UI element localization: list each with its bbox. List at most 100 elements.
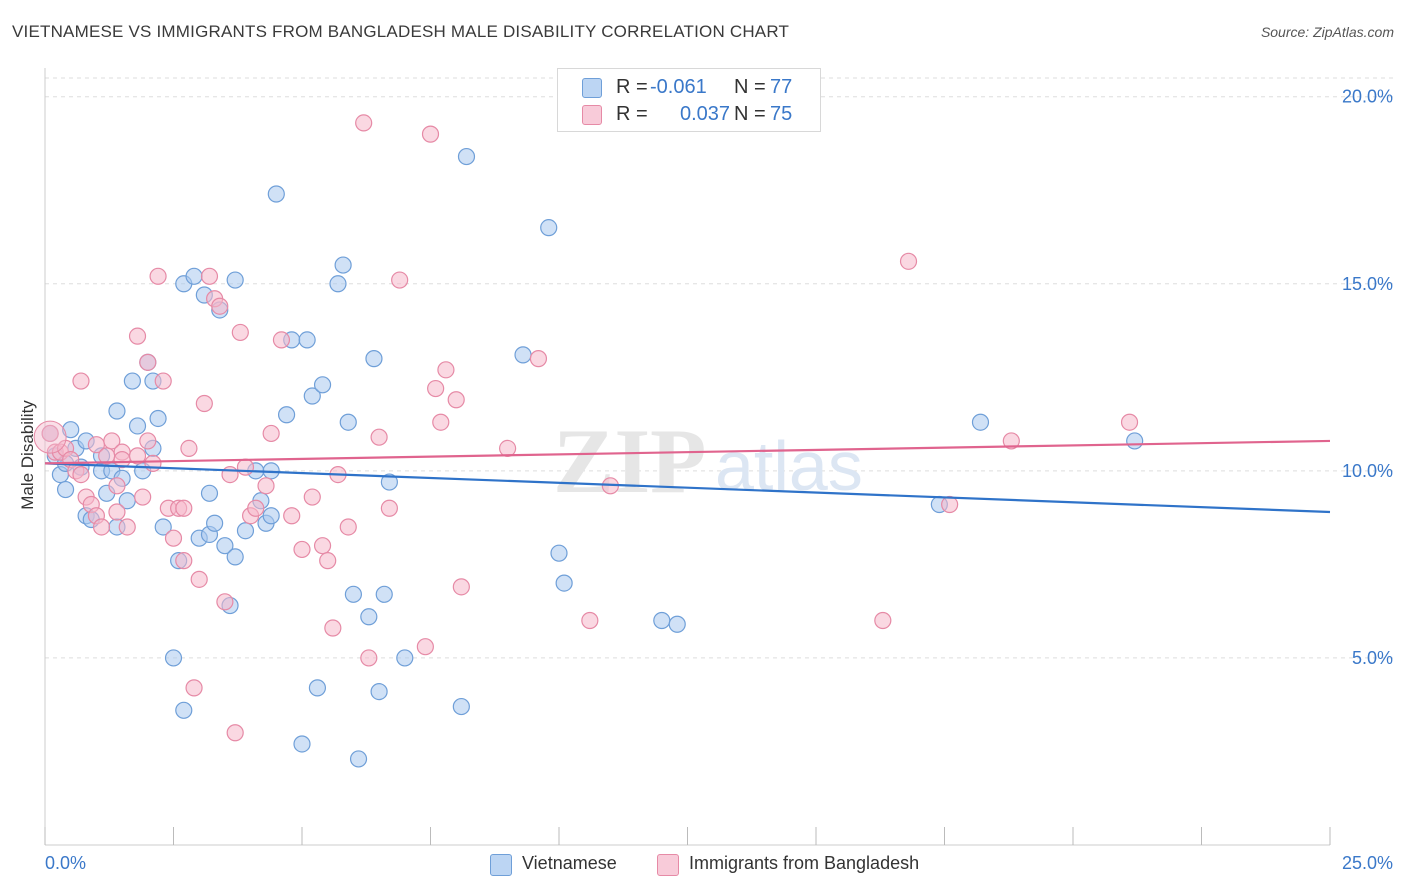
point-vietnamese <box>540 219 558 237</box>
point-bangladesh <box>391 271 409 289</box>
point-bangladesh <box>175 552 193 570</box>
point-vietnamese <box>226 271 244 289</box>
point-vietnamese <box>128 417 147 435</box>
y-tick-label: 20.0% <box>1342 87 1393 107</box>
point-vietnamese <box>154 518 172 536</box>
point-bangladesh <box>293 540 311 559</box>
point-vietnamese <box>457 147 476 166</box>
point-vietnamese <box>1126 432 1144 450</box>
legend-r-value: -0.061 <box>650 76 707 98</box>
point-vietnamese <box>313 376 332 394</box>
point-bangladesh <box>529 350 548 368</box>
point-bangladesh <box>899 252 918 270</box>
point-vietnamese <box>514 346 532 364</box>
point-vietnamese <box>308 679 327 697</box>
point-bangladesh <box>355 114 373 132</box>
point-bangladesh-cluster <box>33 420 67 454</box>
point-bangladesh <box>319 552 337 570</box>
point-bangladesh <box>380 499 398 517</box>
trend-layer <box>44 439 1331 514</box>
point-vietnamese <box>303 387 321 405</box>
point-bangladesh <box>139 432 157 450</box>
point-vietnamese <box>236 522 255 540</box>
point-vietnamese <box>56 480 75 499</box>
grid-layer <box>45 77 1395 659</box>
point-bangladesh <box>313 537 332 555</box>
point-vietnamese <box>339 413 357 431</box>
point-bangladesh <box>421 125 440 143</box>
legend-r-label: R = <box>616 103 648 125</box>
point-bangladesh <box>437 361 455 379</box>
point-vietnamese <box>206 514 224 532</box>
point-bangladesh <box>231 323 249 342</box>
point-bangladesh <box>499 439 517 458</box>
point-bangladesh <box>416 638 434 656</box>
point-bangladesh <box>128 327 147 345</box>
point-vietnamese <box>668 615 686 633</box>
point-vietnamese <box>216 537 234 555</box>
point-bangladesh <box>108 477 126 495</box>
point-vietnamese <box>360 608 378 626</box>
watermark: ZIP atlas <box>553 410 863 512</box>
x-tick-label: 25.0% <box>1342 853 1393 873</box>
point-bangladesh <box>211 297 229 315</box>
legend-swatch-bangladesh <box>582 105 602 125</box>
point-bangladesh <box>262 424 280 443</box>
point-bangladesh <box>139 353 157 371</box>
point-bangladesh <box>581 611 599 630</box>
point-bangladesh <box>180 439 198 458</box>
x-tick-label: 0.0% <box>45 853 86 873</box>
point-vietnamese <box>267 185 285 203</box>
point-vietnamese <box>971 413 990 431</box>
y-tick-label: 5.0% <box>1352 648 1393 668</box>
point-bangladesh <box>360 649 378 667</box>
point-bangladesh <box>72 465 90 484</box>
point-bangladesh <box>108 503 126 521</box>
point-bangladesh <box>149 267 167 285</box>
trendline-vietnamese <box>44 462 1331 514</box>
y-axis-label: Male Disability <box>18 400 37 510</box>
point-bangladesh <box>272 331 291 349</box>
point-bangladesh <box>941 495 959 514</box>
source-label: Source: ZipAtlas.com <box>1260 24 1394 40</box>
tick-labels: 5.0% 10.0% 15.0% 20.0% 0.0% 25.0% <box>45 87 1393 873</box>
point-bangladesh <box>134 488 152 506</box>
point-bangladesh <box>185 679 203 697</box>
point-vietnamese <box>396 649 414 667</box>
watermark-zip: ZIP <box>553 410 706 512</box>
point-vietnamese <box>175 701 193 719</box>
legend-r-label: R = <box>616 76 648 98</box>
point-bangladesh <box>452 578 470 596</box>
point-bangladesh <box>175 499 193 517</box>
point-bangladesh <box>118 518 136 536</box>
point-bangladesh <box>200 267 219 285</box>
point-bangladesh <box>103 432 121 450</box>
point-vietnamese <box>375 585 393 603</box>
point-bangladesh <box>195 394 213 413</box>
point-vietnamese <box>452 697 470 716</box>
point-bangladesh <box>432 413 450 431</box>
point-bangladesh <box>427 379 445 398</box>
y-tick-label: 15.0% <box>1342 274 1393 294</box>
point-vietnamese <box>164 649 183 667</box>
point-bangladesh <box>257 477 275 495</box>
point-bangladesh <box>339 518 357 536</box>
point-bangladesh <box>190 570 208 588</box>
legend-n-label: N = <box>734 76 766 98</box>
bottom-legend-swatch-vietnamese <box>490 854 512 876</box>
point-vietnamese <box>123 372 141 390</box>
point-vietnamese <box>329 275 347 293</box>
point-bangladesh <box>154 372 172 390</box>
point-vietnamese <box>62 421 80 439</box>
point-vietnamese <box>226 548 244 566</box>
legend-n-value: 75 <box>770 103 793 125</box>
point-bangladesh <box>72 372 90 390</box>
y-tick-label: 10.0% <box>1342 461 1393 481</box>
point-bangladesh <box>221 465 239 484</box>
point-bangladesh <box>874 611 892 630</box>
point-vietnamese <box>334 256 352 274</box>
point-bangladesh <box>247 499 265 517</box>
point-vietnamese <box>277 406 296 424</box>
trendline-bangladesh <box>44 439 1331 465</box>
